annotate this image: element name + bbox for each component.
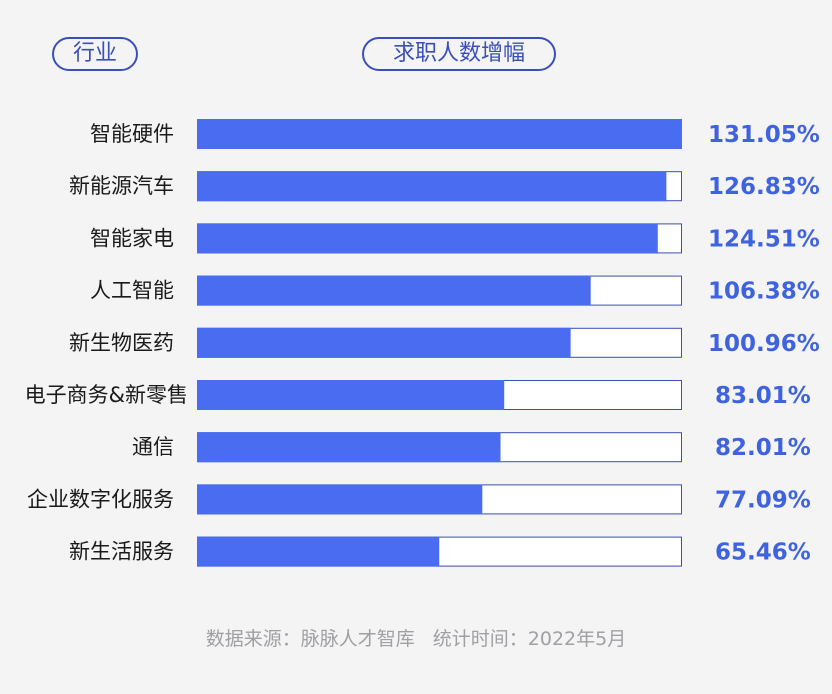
category-label: 新生活服务 <box>69 540 174 564</box>
bar <box>197 327 571 358</box>
value-label: 77.09% <box>715 487 811 513</box>
bar <box>197 380 505 410</box>
bar <box>197 119 682 149</box>
bar <box>197 171 667 202</box>
bar-chart: 智能硬件 131.05% 新能源汽车 126.83% 智能家电 124.51% 人工智能 10… <box>25 119 820 567</box>
category-label: 企业数字化服务 <box>27 487 174 511</box>
category-label: 通信 <box>132 435 174 459</box>
value-label: 131.05% <box>708 122 820 148</box>
growth-header-label: 求职人数增幅 <box>392 41 525 66</box>
category-label: 智能家电 <box>90 226 174 250</box>
bar <box>197 223 658 254</box>
growth-header-pill: 求职人数增幅 <box>362 37 556 71</box>
industry-header-pill: 行业 <box>52 37 138 71</box>
footer-source: 数据来源：脉脉人才智库 <box>205 628 415 650</box>
value-label: 82.01% <box>715 435 811 461</box>
value-label: 106.38% <box>708 279 820 305</box>
footer-time: 统计时间：2022年5月 <box>432 628 627 650</box>
footer: 数据来源：脉脉人才智库 统计时间：2022年5月 <box>0 624 832 651</box>
value-label: 124.51% <box>708 226 820 252</box>
bar <box>197 484 483 515</box>
category-label: 智能硬件 <box>90 122 174 146</box>
category-label: 电子商务&新零售 <box>25 383 188 407</box>
value-label: 126.83% <box>708 174 820 200</box>
value-label: 100.96% <box>708 331 820 357</box>
value-label: 65.46% <box>715 540 811 566</box>
value-label: 83.01% <box>715 383 811 409</box>
category-label: 新生物医药 <box>69 331 174 355</box>
bar <box>197 432 501 463</box>
category-label: 新能源汽车 <box>69 174 174 198</box>
bar <box>197 536 440 567</box>
category-label: 人工智能 <box>90 279 174 303</box>
industry-header-label: 行业 <box>72 41 117 66</box>
bar <box>197 275 591 306</box>
